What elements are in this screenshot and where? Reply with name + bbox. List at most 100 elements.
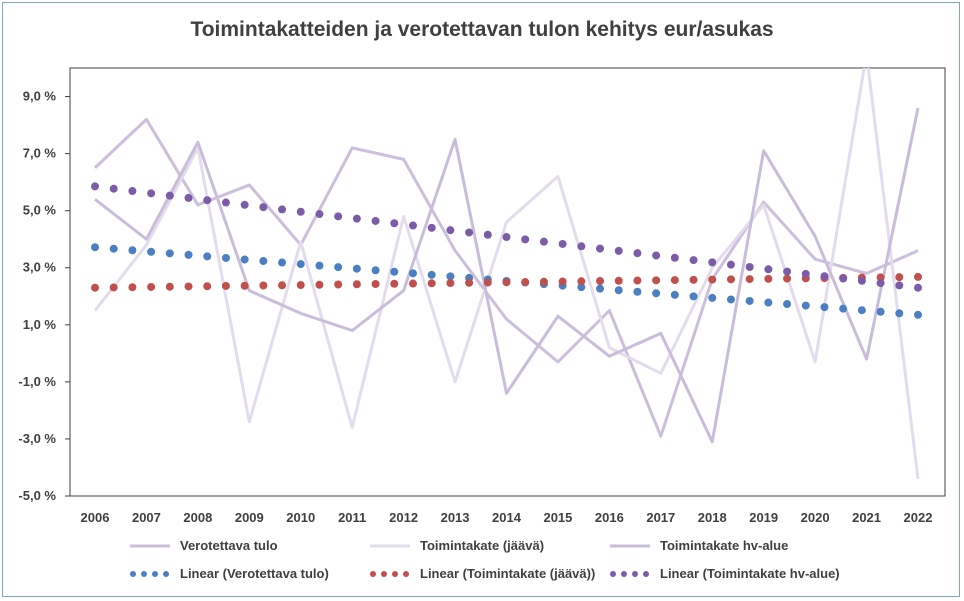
trend-dot-6 bbox=[296, 207, 305, 216]
series-line-1 bbox=[93, 117, 919, 438]
plot-area bbox=[69, 67, 946, 497]
legend-label: Toimintakate (jäävä) bbox=[420, 538, 544, 553]
legend-label: Linear (Toimintakate (jäävä)) bbox=[420, 566, 595, 581]
x-tick-label: 2018 bbox=[698, 510, 727, 525]
trend-dot-6 bbox=[240, 200, 249, 209]
trend-dot-5 bbox=[109, 283, 118, 292]
trend-dot-5 bbox=[670, 276, 679, 285]
trend-dot-5 bbox=[502, 278, 511, 287]
trend-dot-4 bbox=[895, 309, 904, 318]
legend-swatch-dot bbox=[403, 571, 409, 577]
trend-dot-4 bbox=[689, 292, 698, 301]
trend-dot-6 bbox=[91, 182, 99, 191]
trend-dot-4 bbox=[652, 289, 661, 298]
legend-label: Linear (Verotettava tulo) bbox=[180, 566, 329, 581]
trend-dot-5 bbox=[652, 276, 661, 285]
trend-dot-4 bbox=[352, 264, 361, 273]
trend-dot-4 bbox=[427, 270, 436, 279]
trend-dot-6 bbox=[165, 191, 174, 200]
trend-dot-6 bbox=[502, 233, 511, 242]
legend-swatch-dot bbox=[370, 571, 376, 577]
trend-dot-4 bbox=[296, 260, 305, 269]
trend-dot-5 bbox=[390, 279, 399, 288]
trend-dot-5 bbox=[745, 275, 754, 284]
trend-dot-4 bbox=[633, 287, 642, 296]
trend-dot-6 bbox=[203, 196, 212, 205]
trend-dot-5 bbox=[147, 282, 156, 291]
x-tick-label: 2014 bbox=[492, 510, 522, 525]
trend-dot-6 bbox=[427, 223, 436, 232]
legend-label: Verotettava tulo bbox=[180, 538, 278, 553]
trend-dot-5 bbox=[221, 281, 230, 290]
trend-dot-6 bbox=[147, 189, 156, 198]
trend-dot-6 bbox=[109, 184, 118, 193]
series-line-2 bbox=[93, 68, 920, 480]
x-tick-label: 2021 bbox=[852, 510, 881, 525]
trend-dot-4 bbox=[764, 298, 773, 307]
trend-dot-5 bbox=[184, 282, 193, 291]
trend-dot-6 bbox=[315, 210, 324, 219]
trend-dot-5 bbox=[352, 280, 361, 289]
trend-dot-4 bbox=[857, 306, 866, 315]
trend-dot-5 bbox=[558, 277, 567, 286]
trend-dot-4 bbox=[745, 296, 754, 305]
trend-dot-5 bbox=[91, 283, 99, 292]
y-tick-label: -5,0 % bbox=[18, 488, 56, 503]
trend-dot-6 bbox=[577, 242, 586, 251]
trend-dot-6 bbox=[614, 246, 623, 255]
x-tick-label: 2015 bbox=[543, 510, 572, 525]
trend-dot-6 bbox=[446, 226, 455, 235]
trend-dot-5 bbox=[371, 280, 380, 289]
x-tick-label: 2017 bbox=[646, 510, 675, 525]
y-tick-label: -3,0 % bbox=[18, 431, 56, 446]
trend-dot-4 bbox=[184, 250, 193, 259]
trend-dot-6 bbox=[745, 262, 754, 271]
trend-dot-5 bbox=[914, 272, 922, 281]
x-tick-label: 2020 bbox=[801, 510, 830, 525]
trend-dot-4 bbox=[614, 286, 623, 295]
trend-dot-6 bbox=[689, 256, 698, 265]
trend-dot-4 bbox=[390, 267, 399, 276]
trend-dot-4 bbox=[221, 253, 230, 262]
trend-dot-4 bbox=[914, 310, 922, 319]
trend-dot-4 bbox=[371, 266, 380, 275]
x-tick-label: 2016 bbox=[595, 510, 624, 525]
trend-dot-4 bbox=[839, 304, 848, 313]
trend-dot-4 bbox=[259, 257, 268, 266]
trend-dot-6 bbox=[521, 235, 530, 244]
trend-dot-6 bbox=[128, 187, 137, 196]
trend-dot-6 bbox=[259, 203, 268, 212]
x-tick-label: 2010 bbox=[286, 510, 315, 525]
trend-dot-6 bbox=[633, 249, 642, 258]
trend-dot-6 bbox=[708, 258, 717, 267]
trend-dot-5 bbox=[203, 282, 212, 291]
series-line-3 bbox=[94, 107, 920, 444]
x-tick-label: 2022 bbox=[904, 510, 933, 525]
legend-swatch-dot bbox=[130, 571, 136, 577]
trend-dot-4 bbox=[726, 295, 735, 304]
trend-dot-4 bbox=[596, 284, 605, 293]
legend-swatch-dot bbox=[152, 571, 158, 577]
trend-dot-5 bbox=[521, 278, 530, 287]
trend-dot-5 bbox=[334, 280, 343, 289]
trend-dot-6 bbox=[801, 269, 810, 278]
trend-dot-4 bbox=[801, 301, 810, 310]
trend-dot-5 bbox=[446, 279, 455, 288]
trend-dot-6 bbox=[876, 279, 885, 288]
trend-dot-5 bbox=[315, 280, 324, 289]
trend-dot-4 bbox=[203, 252, 212, 261]
trend-dot-4 bbox=[128, 246, 137, 255]
trend-dot-5 bbox=[465, 278, 474, 287]
trend-dot-4 bbox=[240, 255, 249, 264]
trend-dot-6 bbox=[221, 198, 230, 207]
trend-dot-5 bbox=[408, 279, 417, 288]
trend-dot-5 bbox=[783, 274, 792, 283]
legend-swatch-dot bbox=[632, 571, 638, 577]
x-tick-label: 2012 bbox=[389, 510, 418, 525]
legend-swatch-dot bbox=[643, 571, 649, 577]
trend-dot-5 bbox=[278, 281, 287, 290]
x-tick-label: 2009 bbox=[235, 510, 264, 525]
legend-swatch-dot bbox=[381, 571, 387, 577]
trend-dot-5 bbox=[128, 283, 137, 292]
